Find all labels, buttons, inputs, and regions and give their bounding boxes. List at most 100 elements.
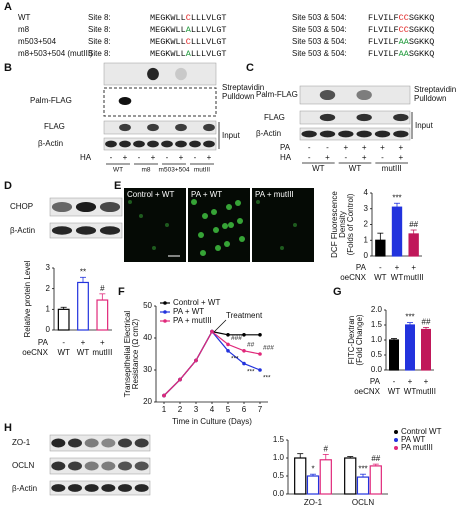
blot-label: Palm-FLAG bbox=[256, 90, 298, 99]
significance-label: *** bbox=[263, 375, 271, 382]
decoration bbox=[374, 130, 391, 138]
decoration bbox=[393, 113, 409, 122]
bar bbox=[389, 339, 400, 371]
panel-letter: B bbox=[4, 62, 12, 74]
decoration bbox=[200, 250, 206, 256]
x-tick-label: 5 bbox=[226, 405, 231, 414]
decoration bbox=[226, 204, 232, 210]
decoration bbox=[101, 484, 116, 492]
y-tick-label: 1.5 bbox=[371, 320, 383, 329]
blot-label: OCLN bbox=[12, 461, 34, 470]
row-value: WT bbox=[374, 273, 387, 282]
sequence-part: LLLVLGT bbox=[191, 13, 227, 23]
bar bbox=[391, 206, 403, 257]
row-value: WT bbox=[57, 348, 70, 357]
decoration bbox=[51, 461, 66, 471]
decoration bbox=[105, 140, 117, 148]
panel-letter: G bbox=[333, 286, 342, 298]
y-tick-label: 1.0 bbox=[273, 453, 285, 462]
legend-swatch bbox=[163, 310, 167, 314]
decoration bbox=[147, 123, 159, 132]
decoration bbox=[203, 123, 215, 132]
row-value: - bbox=[379, 263, 382, 272]
panel-letter: D bbox=[4, 180, 12, 192]
legend-swatch bbox=[163, 319, 167, 323]
decoration bbox=[165, 223, 169, 227]
sequence: MEGKWLLCLLLVLGT bbox=[150, 37, 227, 47]
significance-label: # bbox=[324, 445, 329, 454]
decoration bbox=[161, 140, 173, 148]
blot-annotation: Pulldown bbox=[414, 94, 446, 103]
decoration bbox=[128, 200, 132, 204]
bar bbox=[57, 308, 70, 331]
y-axis-label: (Fold Change) bbox=[355, 314, 364, 365]
decoration bbox=[119, 123, 131, 132]
row-value: + bbox=[362, 153, 367, 162]
decoration bbox=[84, 461, 99, 471]
row-value: + bbox=[424, 377, 429, 386]
blot-label: Palm-FLAG bbox=[30, 96, 72, 105]
sequence-part: AA bbox=[399, 37, 410, 47]
decoration bbox=[189, 140, 201, 148]
decoration bbox=[239, 236, 245, 242]
site-label: Site 503 & 504: bbox=[292, 37, 347, 46]
significance-label: # bbox=[100, 284, 105, 293]
y-tick-label: 2.0 bbox=[371, 305, 383, 314]
image-label: PA + mutIII bbox=[255, 190, 294, 199]
bar bbox=[405, 324, 416, 371]
y-axis-label: FITC-Dextran bbox=[347, 316, 356, 364]
point bbox=[210, 329, 214, 334]
row-value: - bbox=[381, 153, 384, 162]
row-value: + bbox=[179, 153, 184, 162]
panel-letter: E bbox=[114, 180, 121, 192]
x-tick-label: 7 bbox=[258, 405, 263, 414]
bar bbox=[96, 299, 109, 331]
decoration bbox=[124, 188, 186, 262]
image-label: Control + WT bbox=[127, 190, 174, 199]
legend-swatch bbox=[394, 430, 398, 434]
blot-label: FLAG bbox=[44, 122, 65, 131]
significance-label: ## bbox=[422, 318, 431, 327]
sequence-part: LLLVLGT bbox=[191, 49, 227, 59]
sequence-part: A bbox=[186, 25, 192, 35]
decoration bbox=[101, 461, 116, 471]
decoration bbox=[319, 130, 336, 138]
blot-label: FLAG bbox=[264, 113, 285, 122]
image-label: PA + WT bbox=[191, 190, 222, 199]
row-value: - bbox=[110, 153, 113, 162]
row-value: - bbox=[138, 153, 141, 162]
decoration bbox=[202, 213, 208, 219]
decoration bbox=[299, 85, 411, 105]
blot-label: β-Actin bbox=[38, 139, 63, 148]
x-axis-label: Time in Culture (Days) bbox=[172, 417, 252, 426]
legend-swatch bbox=[394, 438, 398, 442]
x-tick-label: 3 bbox=[194, 405, 199, 414]
decoration bbox=[103, 62, 217, 86]
decoration bbox=[84, 438, 99, 448]
row-value: + bbox=[207, 153, 212, 162]
x-tick-label: ZO-1 bbox=[304, 498, 323, 507]
point bbox=[178, 377, 182, 382]
y-axis-label: Relative protein Level bbox=[23, 260, 32, 337]
decoration bbox=[301, 130, 317, 138]
y-tick-label: 1.0 bbox=[371, 335, 383, 344]
row-value: mutIII bbox=[416, 387, 436, 396]
decoration bbox=[147, 67, 159, 81]
row-value: WT bbox=[77, 348, 90, 357]
decoration bbox=[103, 137, 217, 151]
significance-label: *** bbox=[392, 193, 401, 202]
decoration bbox=[338, 130, 354, 138]
decoration bbox=[203, 140, 215, 148]
row-label: oeCNX bbox=[354, 387, 380, 396]
site-label: Site 8: bbox=[88, 49, 111, 58]
sequence: MEGKWLLCLLLVLGT bbox=[150, 13, 227, 23]
row-value: - bbox=[194, 153, 197, 162]
decoration bbox=[134, 461, 149, 471]
decoration bbox=[175, 123, 187, 132]
bar bbox=[344, 457, 357, 495]
significance-label: ### bbox=[263, 345, 274, 352]
blot-label: CHOP bbox=[10, 202, 33, 211]
sequence-part: C bbox=[186, 37, 191, 47]
y-tick-label: 0.5 bbox=[371, 350, 383, 359]
y-axis-label: Transepithelial Electrical bbox=[123, 311, 132, 398]
